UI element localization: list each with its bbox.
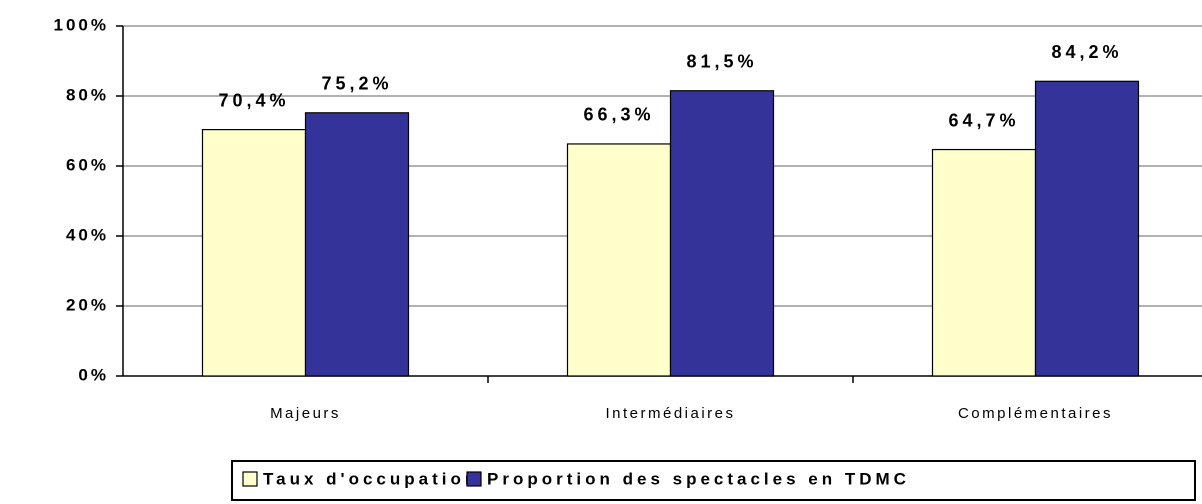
y-tick-label: 0%	[78, 365, 109, 384]
bar	[566, 143, 672, 377]
y-tick-label: 60%	[66, 155, 109, 174]
y-tick-label: 20%	[66, 295, 109, 314]
value-label: 64,7%	[948, 110, 1019, 130]
value-label: 70,4%	[218, 90, 289, 110]
bar	[201, 129, 307, 377]
legend-label: Taux d'occupation	[263, 469, 479, 488]
x-tick-label: Intermédiaires	[605, 405, 735, 422]
bar	[1034, 80, 1140, 377]
value-label: 84,2%	[1051, 42, 1122, 62]
value-label: 81,5%	[686, 52, 757, 72]
legend-label: Proportion des spectacles en TDMC	[487, 469, 910, 488]
y-tick-label: 40%	[66, 225, 109, 244]
bar	[931, 148, 1037, 377]
x-tick-label: Majeurs	[270, 405, 341, 422]
y-tick-label: 100%	[54, 15, 109, 34]
bar	[669, 90, 775, 377]
legend-swatch	[242, 471, 258, 487]
legend-swatch	[466, 471, 482, 487]
legend-box	[231, 460, 1196, 501]
y-tick-label: 80%	[66, 85, 109, 104]
bar	[304, 112, 410, 377]
value-label: 66,3%	[583, 105, 654, 125]
value-label: 75,2%	[321, 74, 392, 94]
x-tick-label: Complémentaires	[958, 405, 1113, 422]
